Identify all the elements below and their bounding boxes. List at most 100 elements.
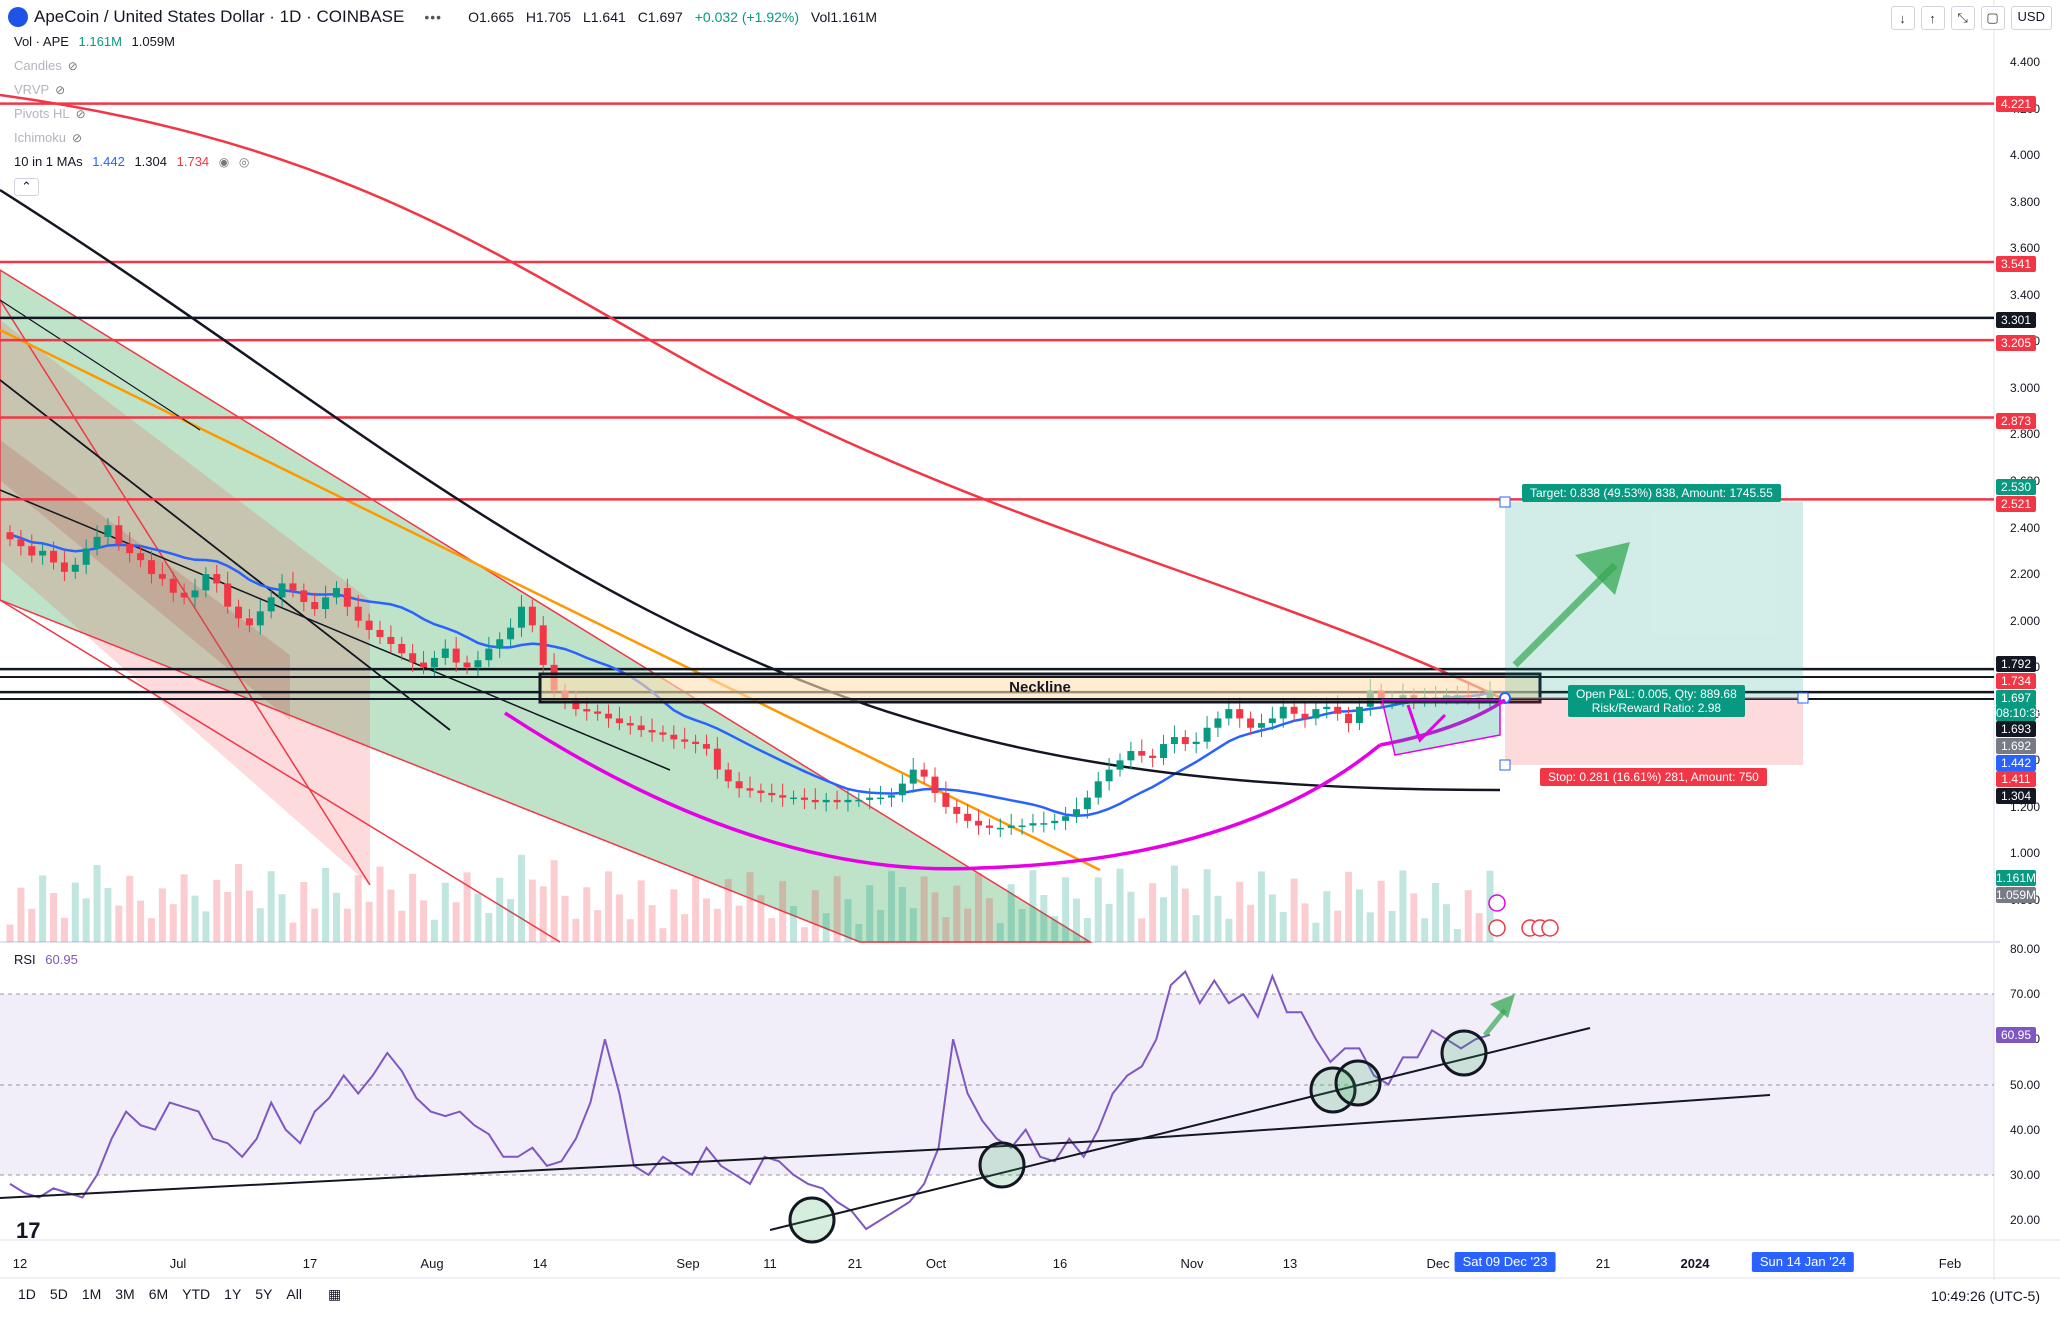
currency-selector[interactable]: USD [2010,6,2052,30]
risk-reward-text: Risk/Reward Ratio: 2.98 [1591,701,1722,715]
calendar-icon[interactable]: ▦ [327,1286,342,1302]
candle-body [343,588,351,607]
price-scale-label: 2.800 [2009,427,2040,442]
pnl-label[interactable]: Open P&L: 0.005, Qty: 889.68 Risk/Reward… [1568,685,1745,717]
eye-icon[interactable]: ◉ [218,155,230,169]
candle-body [1149,755,1157,759]
candle-body [365,620,373,630]
volume-bar [60,917,68,942]
volume-bar [1475,913,1483,942]
collapse-icon[interactable]: ⤡ [1950,6,1975,30]
volume-bar [713,908,721,942]
timeframe-button[interactable]: 3M [115,1286,135,1302]
candle-body [50,550,58,563]
eye-off-icon[interactable]: ⊘ [72,131,83,145]
volume-bar [615,894,623,942]
ichimoku-legend[interactable]: Ichimoku ⊘ [14,130,82,145]
vrvp-label: VRVP [14,82,50,97]
mas-legend[interactable]: 10 in 1 MAs 1.442 1.304 1.734 ◉ ◎ [14,154,249,169]
timeframe-button[interactable]: 5Y [255,1286,273,1302]
volume-bar [670,889,678,942]
volume-bar [387,889,395,942]
symbol-title[interactable]: ApeCoin / United States Dollar · 1D · CO… [34,7,405,26]
candle-body [496,639,504,649]
candle-body [376,629,384,637]
candle-body [1127,751,1135,761]
volume-bar [289,922,297,942]
candle-body [735,781,743,789]
candle-body [245,618,253,626]
volume-bar [724,879,732,942]
pivots-legend[interactable]: Pivots HL ⊘ [14,106,86,121]
candle-body [1345,713,1353,724]
mas-label: 10 in 1 MAs [14,154,83,169]
timeframe-button[interactable]: All [286,1286,302,1302]
fullscreen-icon[interactable]: ▢ [1980,6,2005,30]
candle-body [398,643,406,654]
volume-value: Vol1.161M [810,9,878,25]
volume-bar [1388,911,1396,942]
vrvp-legend[interactable]: VRVP ⊘ [14,82,65,97]
volume-bar [692,877,700,942]
collapse-legend-button[interactable]: ⌃ [14,178,39,196]
arrow-up-icon[interactable]: ↑ [1920,6,1945,30]
candle-body [300,590,308,603]
time-axis-label: 17 [302,1256,318,1271]
volume-bar [1116,868,1124,942]
volume-bar [1290,878,1298,942]
volume-bar [1225,918,1233,942]
volume-bar [115,905,123,942]
volume-bar [790,906,798,942]
stop-label[interactable]: Stop: 0.281 (16.61%) 281, Amount: 750 [1540,768,1767,786]
target-label[interactable]: Target: 0.838 (49.53%) 838, Amount: 1745… [1522,484,1781,502]
arrow-down-icon[interactable]: ↓ [1890,6,1915,30]
rsi-trendline-1 [0,1139,1121,1199]
volume-bar [202,911,210,942]
price-tag: 3.301 [1996,312,2036,328]
open-value: O1.665 [468,9,515,25]
rsi-legend[interactable]: RSI 60.95 [14,952,78,967]
volume-bar [213,879,221,942]
close-value: C1.697 [637,9,683,25]
candle-body [332,588,340,598]
candle-body [637,725,645,731]
price-tag: 60.95 [1996,1027,2036,1043]
timeframe-button[interactable]: 1Y [224,1286,242,1302]
volume-bar [420,900,428,942]
candles-legend[interactable]: Candles ⊘ [14,58,78,73]
volume-bar [1149,883,1157,942]
tradingview-logo-icon[interactable]: 17 [16,1218,41,1243]
volume-bar [398,910,406,942]
candle-body [964,813,972,821]
candle-body [1225,709,1233,719]
timeframe-button[interactable]: 6M [148,1286,169,1302]
eye-off-icon[interactable]: ⊘ [67,59,78,73]
volume-bar [1203,869,1211,942]
more-icon[interactable]: ••• [424,9,443,25]
settings-icon[interactable]: ◎ [238,155,250,169]
volume-bar [550,860,558,942]
coin-logo-icon [8,7,28,27]
volume-bar [1301,903,1309,942]
timeframe-button[interactable]: 1M [81,1286,102,1302]
eye-off-icon[interactable]: ⊘ [55,83,66,97]
time-axis-label: 11 [763,1256,777,1271]
candle-body [441,648,449,658]
candle-body [594,711,602,714]
vol-legend[interactable]: Vol · APE 1.161M 1.059M [14,34,175,49]
timeframe-button[interactable]: 1D [18,1286,36,1302]
ma-red-line [0,93,1506,702]
volume-bar [637,880,645,942]
candle-body [1094,781,1102,798]
candle-body [942,792,950,807]
eye-off-icon[interactable]: ⊘ [75,107,86,121]
volume-bar [528,879,536,942]
volume-bar [343,908,351,942]
price-scale-label: 3.000 [2009,380,2040,395]
volume-bar [1083,918,1091,942]
candle-body [354,606,362,621]
rsi-scale-label: 50.00 [2009,1077,2040,1092]
timeframe-button[interactable]: 5D [49,1286,68,1302]
timeframe-button[interactable]: YTD [182,1286,211,1302]
